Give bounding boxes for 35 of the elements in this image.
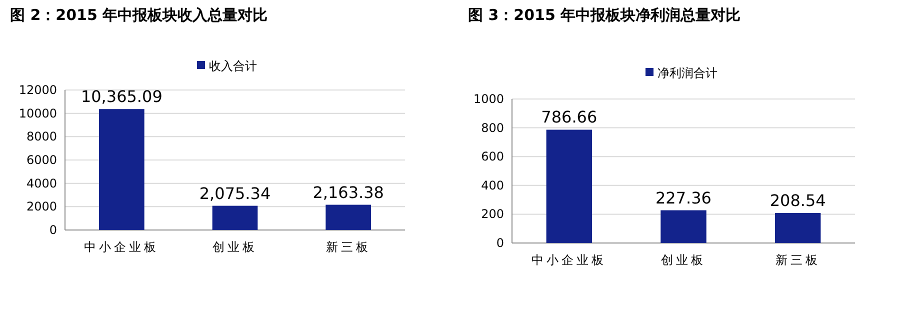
bar <box>326 204 371 230</box>
y-tick-label: 4000 <box>26 176 57 190</box>
data-label: 2,163.38 <box>312 182 384 202</box>
x-tick-label: 新三板 <box>775 253 820 267</box>
bar <box>212 206 258 230</box>
y-tick-label: 600 <box>481 150 504 164</box>
data-label: 10,365.09 <box>80 87 162 106</box>
x-tick-label: 中小企业板 <box>84 240 160 254</box>
y-tick-label: 400 <box>481 178 504 192</box>
y-tick-label: 10000 <box>18 106 57 120</box>
data-label: 227.36 <box>656 188 712 208</box>
data-label: 2,075.34 <box>199 184 271 203</box>
y-tick-label: 2000 <box>26 200 57 214</box>
legend-label: 净利润合计 <box>658 66 718 80</box>
chart-title: 图 3：2015 年中报板块净利润总量对比 <box>468 6 741 24</box>
y-tick-label: 200 <box>481 207 504 222</box>
x-tick-label: 新三板 <box>326 240 371 254</box>
data-label: 208.54 <box>770 190 826 210</box>
bar <box>660 210 706 243</box>
x-tick-label: 创业板 <box>661 253 706 267</box>
y-tick-label: 8000 <box>26 130 57 144</box>
y-tick-label: 1000 <box>473 92 504 106</box>
bar <box>774 212 821 243</box>
y-tick-label: 0 <box>496 236 504 250</box>
y-tick-label: 6000 <box>26 153 57 167</box>
y-tick-label: 800 <box>481 120 504 135</box>
legend-label: 收入合计 <box>209 59 257 73</box>
bar <box>99 109 144 230</box>
y-tick-label: 12000 <box>18 83 57 97</box>
x-tick-label: 中小企业板 <box>532 253 607 267</box>
y-tick-label: 0 <box>49 223 57 237</box>
x-tick-label: 创业板 <box>212 240 258 254</box>
bar <box>546 130 592 243</box>
chart-title: 图 2：2015 年中报板块收入总量对比 <box>10 6 268 24</box>
data-label: 786.66 <box>541 108 598 127</box>
